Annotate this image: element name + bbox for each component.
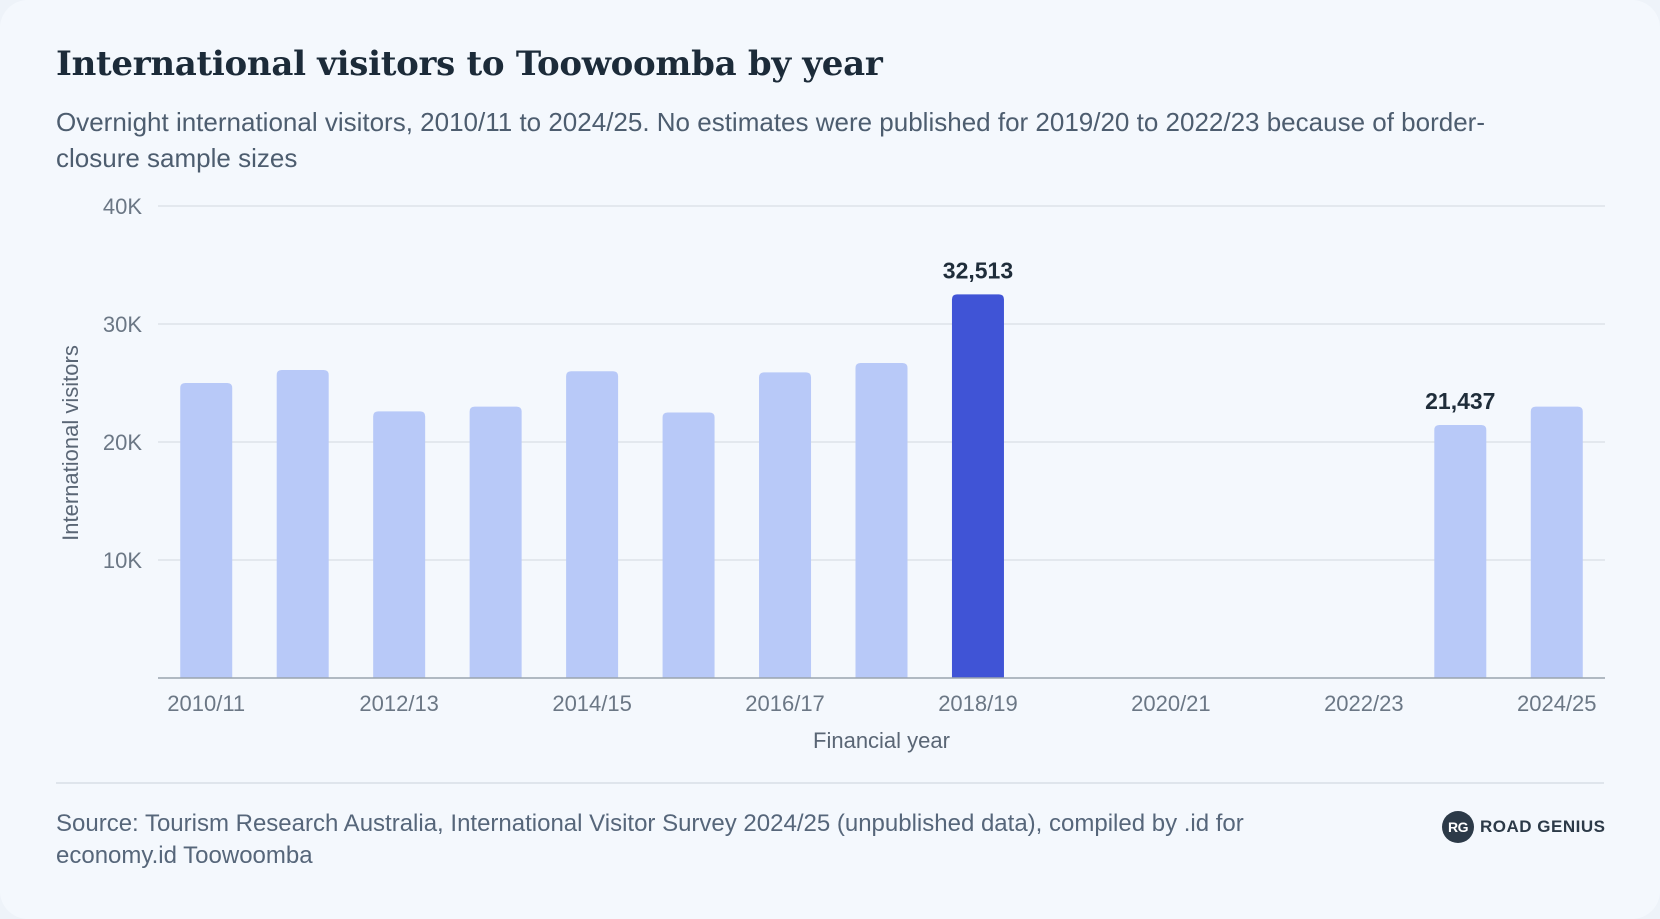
x-tick-label: 2022/23 — [1324, 691, 1404, 716]
chart-subtitle: Overnight international visitors, 2010/1… — [56, 107, 1485, 173]
y-tick-label: 20K — [103, 430, 142, 455]
bar — [373, 411, 426, 678]
source-note: Source: Tourism Research Australia, Inte… — [56, 810, 1244, 869]
bar — [469, 406, 522, 678]
chart-title: International visitors to Toowoomba by y… — [56, 44, 883, 84]
bar — [276, 370, 329, 678]
x-axis-title: Financial year — [813, 728, 950, 753]
bar — [1530, 406, 1583, 678]
x-tick-label: 2010/11 — [167, 691, 245, 716]
data-label: 21,437 — [1425, 388, 1495, 414]
y-tick-label: 10K — [103, 548, 142, 573]
bar — [855, 362, 908, 678]
bar — [1434, 425, 1487, 678]
y-tick-label: 40K — [103, 194, 142, 219]
brand-name: ROAD GENIUS — [1480, 817, 1606, 836]
x-tick-label: 2014/15 — [552, 691, 632, 716]
bar — [759, 372, 812, 678]
x-tick-label: 2016/17 — [745, 691, 825, 716]
bar — [951, 294, 1004, 678]
x-tick-label: 2024/25 — [1517, 691, 1597, 716]
brand[interactable]: RG ROAD GENIUS — [1442, 810, 1605, 844]
y-axis-title: International visitors — [58, 345, 83, 541]
x-tick-label: 2020/21 — [1131, 691, 1211, 716]
x-tick-label: 2012/13 — [359, 691, 439, 716]
bar — [662, 412, 715, 678]
y-tick-label: 30K — [103, 312, 142, 337]
bar — [566, 371, 619, 678]
footer-divider — [56, 782, 1604, 784]
bar — [180, 383, 233, 678]
data-label: 32,513 — [943, 257, 1013, 283]
x-tick-label: 2018/19 — [938, 691, 1018, 716]
brand-logo-icon: RG — [1442, 811, 1474, 843]
